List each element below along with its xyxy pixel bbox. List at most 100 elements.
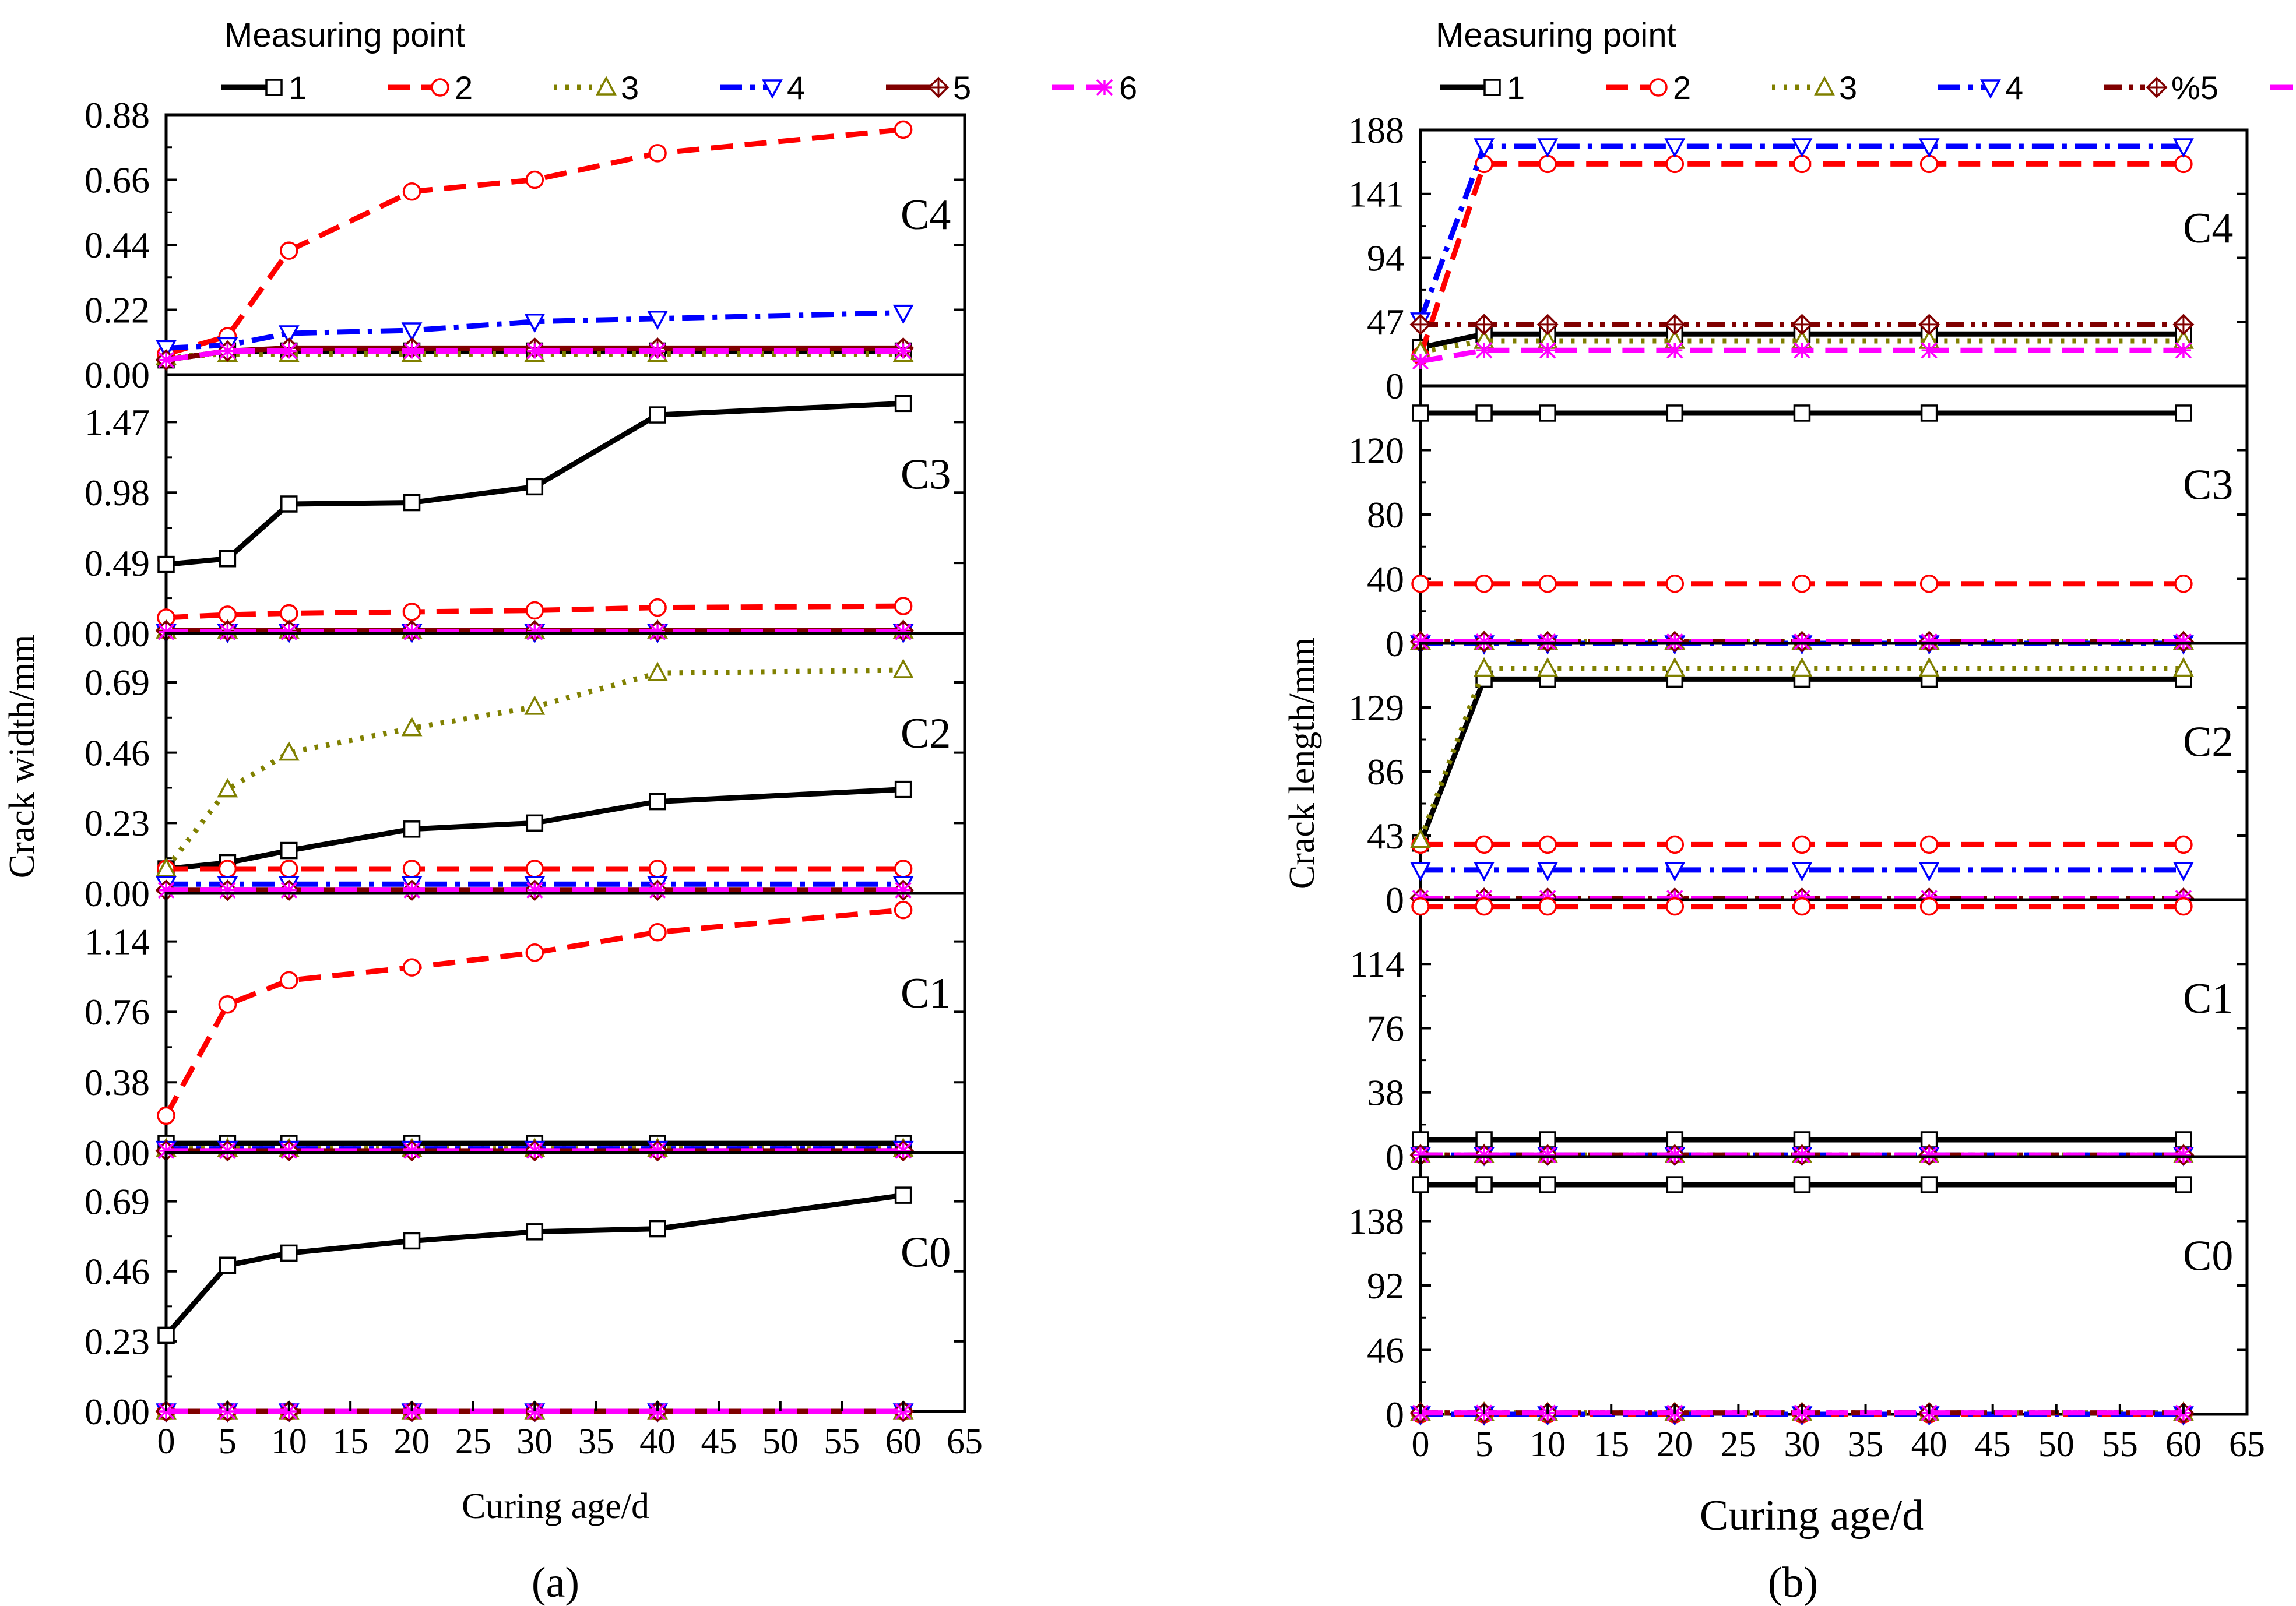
data-point-marker bbox=[524, 695, 546, 715]
data-point-marker bbox=[1538, 897, 1557, 916]
legend-item-a-6: 6 bbox=[1052, 69, 1137, 106]
data-point-marker bbox=[1412, 353, 1429, 370]
legend-label: 2 bbox=[1673, 69, 1691, 106]
y-tick-label: 0.69 bbox=[85, 662, 150, 703]
data-point-marker bbox=[2175, 342, 2192, 359]
series-b-C2-3 bbox=[1410, 657, 2194, 848]
x-axis-label-b: Curing age/d bbox=[1700, 1492, 1924, 1540]
data-point-marker bbox=[892, 658, 914, 678]
data-point-marker bbox=[403, 882, 420, 899]
y-tick-label: 0 bbox=[1386, 1394, 1404, 1435]
data-point-marker bbox=[218, 995, 237, 1014]
y-axis-label-b: Crack length/mm bbox=[1282, 638, 1322, 889]
y-tick-label: 0.00 bbox=[85, 354, 150, 396]
x-tick-label: 20 bbox=[1657, 1425, 1693, 1464]
data-point-marker bbox=[157, 555, 175, 573]
x-tick-label: 25 bbox=[455, 1422, 491, 1461]
data-point-marker bbox=[1665, 835, 1685, 854]
x-tick-label: 40 bbox=[1911, 1425, 1947, 1464]
data-point-marker bbox=[2174, 575, 2193, 593]
panel-label: C4 bbox=[2183, 205, 2233, 252]
y-tick-label: 94 bbox=[1367, 237, 1404, 279]
data-point-marker bbox=[1475, 575, 1493, 593]
series-b-C3-2 bbox=[1411, 575, 2193, 593]
x-tick-label: 55 bbox=[2102, 1425, 2138, 1464]
data-point-marker bbox=[1664, 138, 1686, 158]
data-point-marker bbox=[525, 943, 544, 962]
legend-marker-icon bbox=[265, 79, 283, 96]
panel-b-C4: 0 47 94 141 188 C4 bbox=[1348, 110, 2249, 407]
data-point-marker bbox=[648, 144, 667, 163]
data-point-marker bbox=[1918, 657, 1940, 677]
series-a-C2-6 bbox=[157, 882, 912, 899]
data-point-marker bbox=[1791, 314, 1813, 336]
y-tick-label: 46 bbox=[1367, 1329, 1404, 1371]
legend-item-b-3: 3 bbox=[1772, 69, 1857, 106]
legend-title-b: Measuring point bbox=[1436, 16, 1676, 54]
series-b-C4-2 bbox=[1411, 154, 2193, 365]
y-tick-label: 1.47 bbox=[85, 402, 150, 443]
data-point-marker bbox=[1921, 1146, 1938, 1164]
data-point-marker bbox=[525, 170, 544, 189]
x-tick-label: 50 bbox=[762, 1422, 799, 1461]
data-point-marker bbox=[403, 343, 420, 360]
series-b-C3-1 bbox=[1412, 404, 2192, 422]
x-tick-label: 55 bbox=[824, 1422, 860, 1461]
data-point-marker bbox=[894, 860, 913, 878]
data-point-marker bbox=[280, 604, 298, 623]
x-tick-label: 60 bbox=[885, 1422, 922, 1461]
panel-a-C2: 0.00 0.23 0.46 0.69 C2 bbox=[85, 632, 966, 914]
y-tick-label: 188 bbox=[1348, 110, 1404, 151]
series-a-C4-6 bbox=[157, 343, 912, 368]
legend-item-b-4: 4 bbox=[1938, 69, 2023, 106]
data-point-marker bbox=[2173, 657, 2194, 677]
data-point-marker bbox=[649, 343, 666, 360]
legend-marker-icon bbox=[1980, 79, 2001, 99]
data-point-marker bbox=[1410, 862, 1431, 882]
data-point-marker bbox=[280, 882, 298, 899]
y-tick-label: 0.49 bbox=[85, 543, 150, 584]
data-point-marker bbox=[1538, 575, 1557, 593]
data-point-marker bbox=[649, 406, 666, 424]
data-point-marker bbox=[649, 1142, 666, 1160]
data-point-marker bbox=[403, 494, 421, 512]
data-point-marker bbox=[1409, 314, 1432, 336]
data-point-marker bbox=[2175, 1146, 2192, 1164]
panel-label: C2 bbox=[901, 710, 951, 758]
data-point-marker bbox=[1918, 314, 1940, 336]
data-point-marker bbox=[524, 314, 546, 333]
y-tick-label: 0 bbox=[1386, 365, 1404, 407]
series-b-C1-6 bbox=[1412, 1146, 2192, 1164]
data-point-marker bbox=[1475, 633, 1493, 650]
y-tick-label: 0 bbox=[1386, 1136, 1404, 1178]
data-point-marker bbox=[648, 923, 667, 942]
panel-label: C0 bbox=[2183, 1232, 2233, 1280]
data-point-marker bbox=[402, 958, 421, 977]
data-point-marker bbox=[1539, 1176, 1556, 1193]
x-tick-label: 40 bbox=[639, 1422, 676, 1461]
y-tick-label: 0.76 bbox=[85, 991, 150, 1033]
y-tick-label: 80 bbox=[1367, 494, 1404, 536]
x-tick-label: 5 bbox=[1475, 1425, 1493, 1464]
data-point-marker bbox=[1666, 342, 1683, 359]
y-tick-label: 0.00 bbox=[85, 1132, 150, 1174]
data-point-marker bbox=[1792, 575, 1812, 593]
legend-label: 1 bbox=[289, 69, 307, 106]
data-point-marker bbox=[278, 325, 300, 345]
data-point-marker bbox=[218, 860, 237, 878]
data-point-marker bbox=[1921, 342, 1938, 359]
x-tick-label: 10 bbox=[271, 1422, 307, 1461]
legend-title-a: Measuring point bbox=[224, 16, 465, 54]
y-tick-label: 0.44 bbox=[85, 224, 150, 266]
y-tick-label: 0.69 bbox=[85, 1181, 150, 1222]
data-point-marker bbox=[2175, 404, 2192, 422]
y-tick-label: 114 bbox=[1349, 943, 1404, 985]
y-tick-label: 0 bbox=[1386, 623, 1404, 664]
panel-a-C4: 0.00 0.22 0.44 0.66 0.88 C4 bbox=[85, 94, 966, 396]
data-point-marker bbox=[2174, 835, 2193, 854]
legend-label: 6 bbox=[1119, 69, 1137, 106]
y-tick-label: 0.46 bbox=[85, 1251, 150, 1292]
y-tick-label: 92 bbox=[1367, 1265, 1404, 1306]
